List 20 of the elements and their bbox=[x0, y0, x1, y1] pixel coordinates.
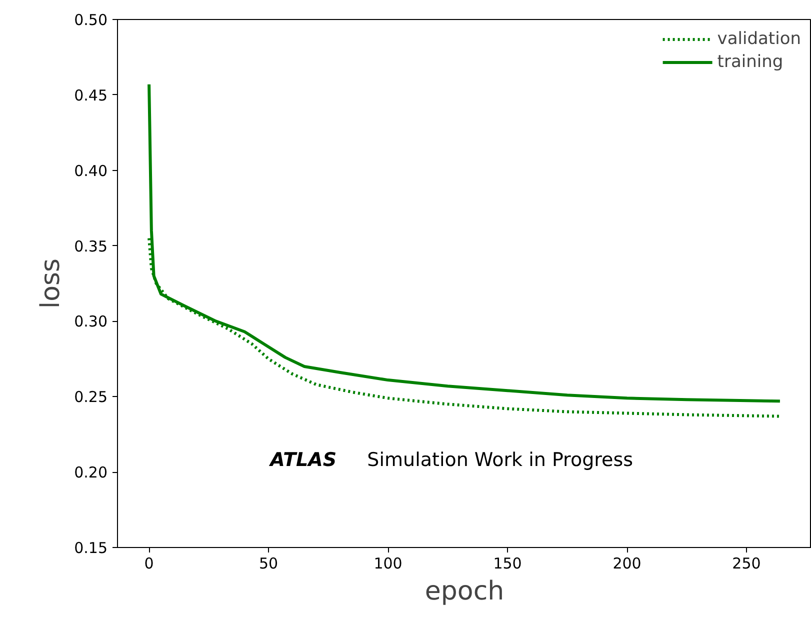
x-tick-label: 50 bbox=[258, 554, 278, 572]
legend-label: validation bbox=[717, 29, 801, 49]
x-tick-label: 150 bbox=[493, 554, 522, 572]
y-axis-title: loss bbox=[36, 258, 66, 309]
x-axis-title: epoch bbox=[424, 576, 504, 606]
y-tick-label: 0.15 bbox=[74, 539, 108, 557]
y-tick-label: 0.20 bbox=[74, 464, 108, 482]
y-tick-label: 0.25 bbox=[74, 388, 108, 406]
x-tick-label: 250 bbox=[732, 554, 761, 572]
y-tick-label: 0.50 bbox=[74, 11, 108, 29]
annotation: Simulation Work in Progress bbox=[367, 448, 634, 471]
y-tick-label: 0.45 bbox=[74, 86, 108, 104]
x-tick-label: 100 bbox=[374, 554, 402, 572]
x-tick-label: 200 bbox=[612, 554, 642, 572]
y-tick-label: 0.40 bbox=[74, 162, 108, 180]
y-tick-label: 0.30 bbox=[74, 312, 108, 331]
annotation: ATLAS bbox=[268, 448, 337, 471]
y-tick-label: 0.35 bbox=[74, 237, 108, 256]
x-tick-label: 0 bbox=[144, 554, 154, 572]
legend-label: training bbox=[717, 52, 784, 72]
